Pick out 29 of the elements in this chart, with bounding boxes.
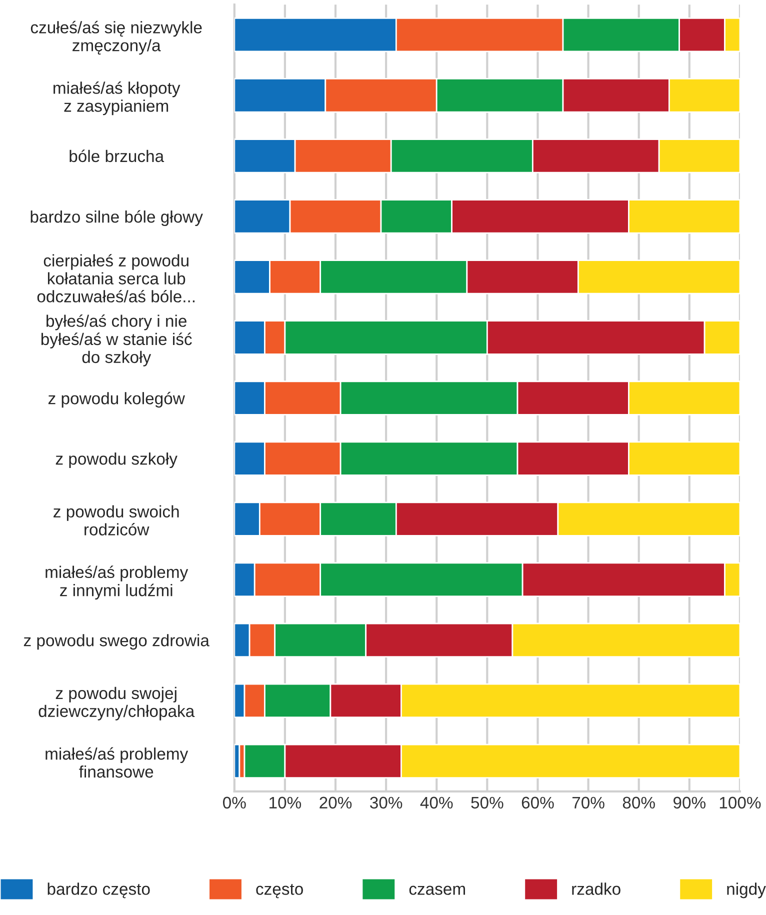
x-tick-label: 40% bbox=[420, 796, 453, 809]
y-tick-label: byłeś/aś chory i nie byłeś/aś w stanie iść do szkoły bbox=[41, 314, 192, 366]
y-tick-label: z powodu swojej dziewczyny/chłopaka bbox=[38, 686, 195, 720]
x-tick-label: 0% bbox=[223, 796, 246, 809]
y-tick-label: z powodu swego zdrowia bbox=[24, 634, 210, 650]
y-tick-label: bardzo silne bóle głowy bbox=[30, 210, 203, 226]
y-tick-label: bóle brzucha bbox=[70, 150, 164, 162]
y-tick-label: z powodu szkoły bbox=[56, 452, 178, 468]
x-tick-label: 50% bbox=[471, 796, 504, 809]
x-tick-label: 80% bbox=[622, 796, 655, 809]
y-tick-label: miałeś/aś problemy finansowe bbox=[46, 747, 188, 778]
x-tick-label: 100% bbox=[720, 796, 761, 809]
y-tick-label: miałeś/aś problemy z innymi ludźmi bbox=[46, 566, 188, 600]
x-tick-label: 30% bbox=[370, 796, 402, 809]
legend-label: czasem bbox=[409, 886, 465, 895]
legend-label: nigdy bbox=[727, 882, 766, 898]
y-tick-label: z powodu swoich rodziców bbox=[54, 505, 179, 536]
y-tick-label: czułeś/aś się niezwykle zmęczony/a bbox=[30, 20, 202, 55]
legend-label: często bbox=[256, 884, 303, 898]
x-tick-label: 20% bbox=[320, 796, 352, 809]
y-tick-label: miałeś/aś kłopoty z zasypianiem bbox=[54, 81, 180, 116]
legend-label: bardzo często bbox=[48, 882, 150, 898]
x-tick-label: 60% bbox=[522, 796, 554, 809]
y-tick-label: z powodu kolegów bbox=[48, 392, 185, 408]
legend-label: rzadko bbox=[572, 882, 620, 895]
y-tick-label: cierpiałeś z powodu kołatania serca lub odczuwałeś/aś bóle... bbox=[37, 254, 194, 302]
x-tick-label: 90% bbox=[674, 796, 706, 809]
x-tick-label: 10% bbox=[270, 796, 302, 809]
x-tick-label: 70% bbox=[572, 796, 604, 809]
